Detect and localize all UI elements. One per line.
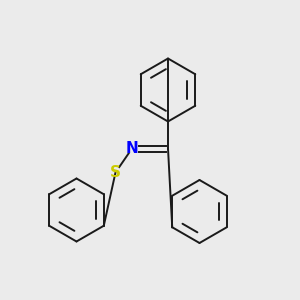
Text: N: N xyxy=(126,141,138,156)
Text: S: S xyxy=(110,165,121,180)
